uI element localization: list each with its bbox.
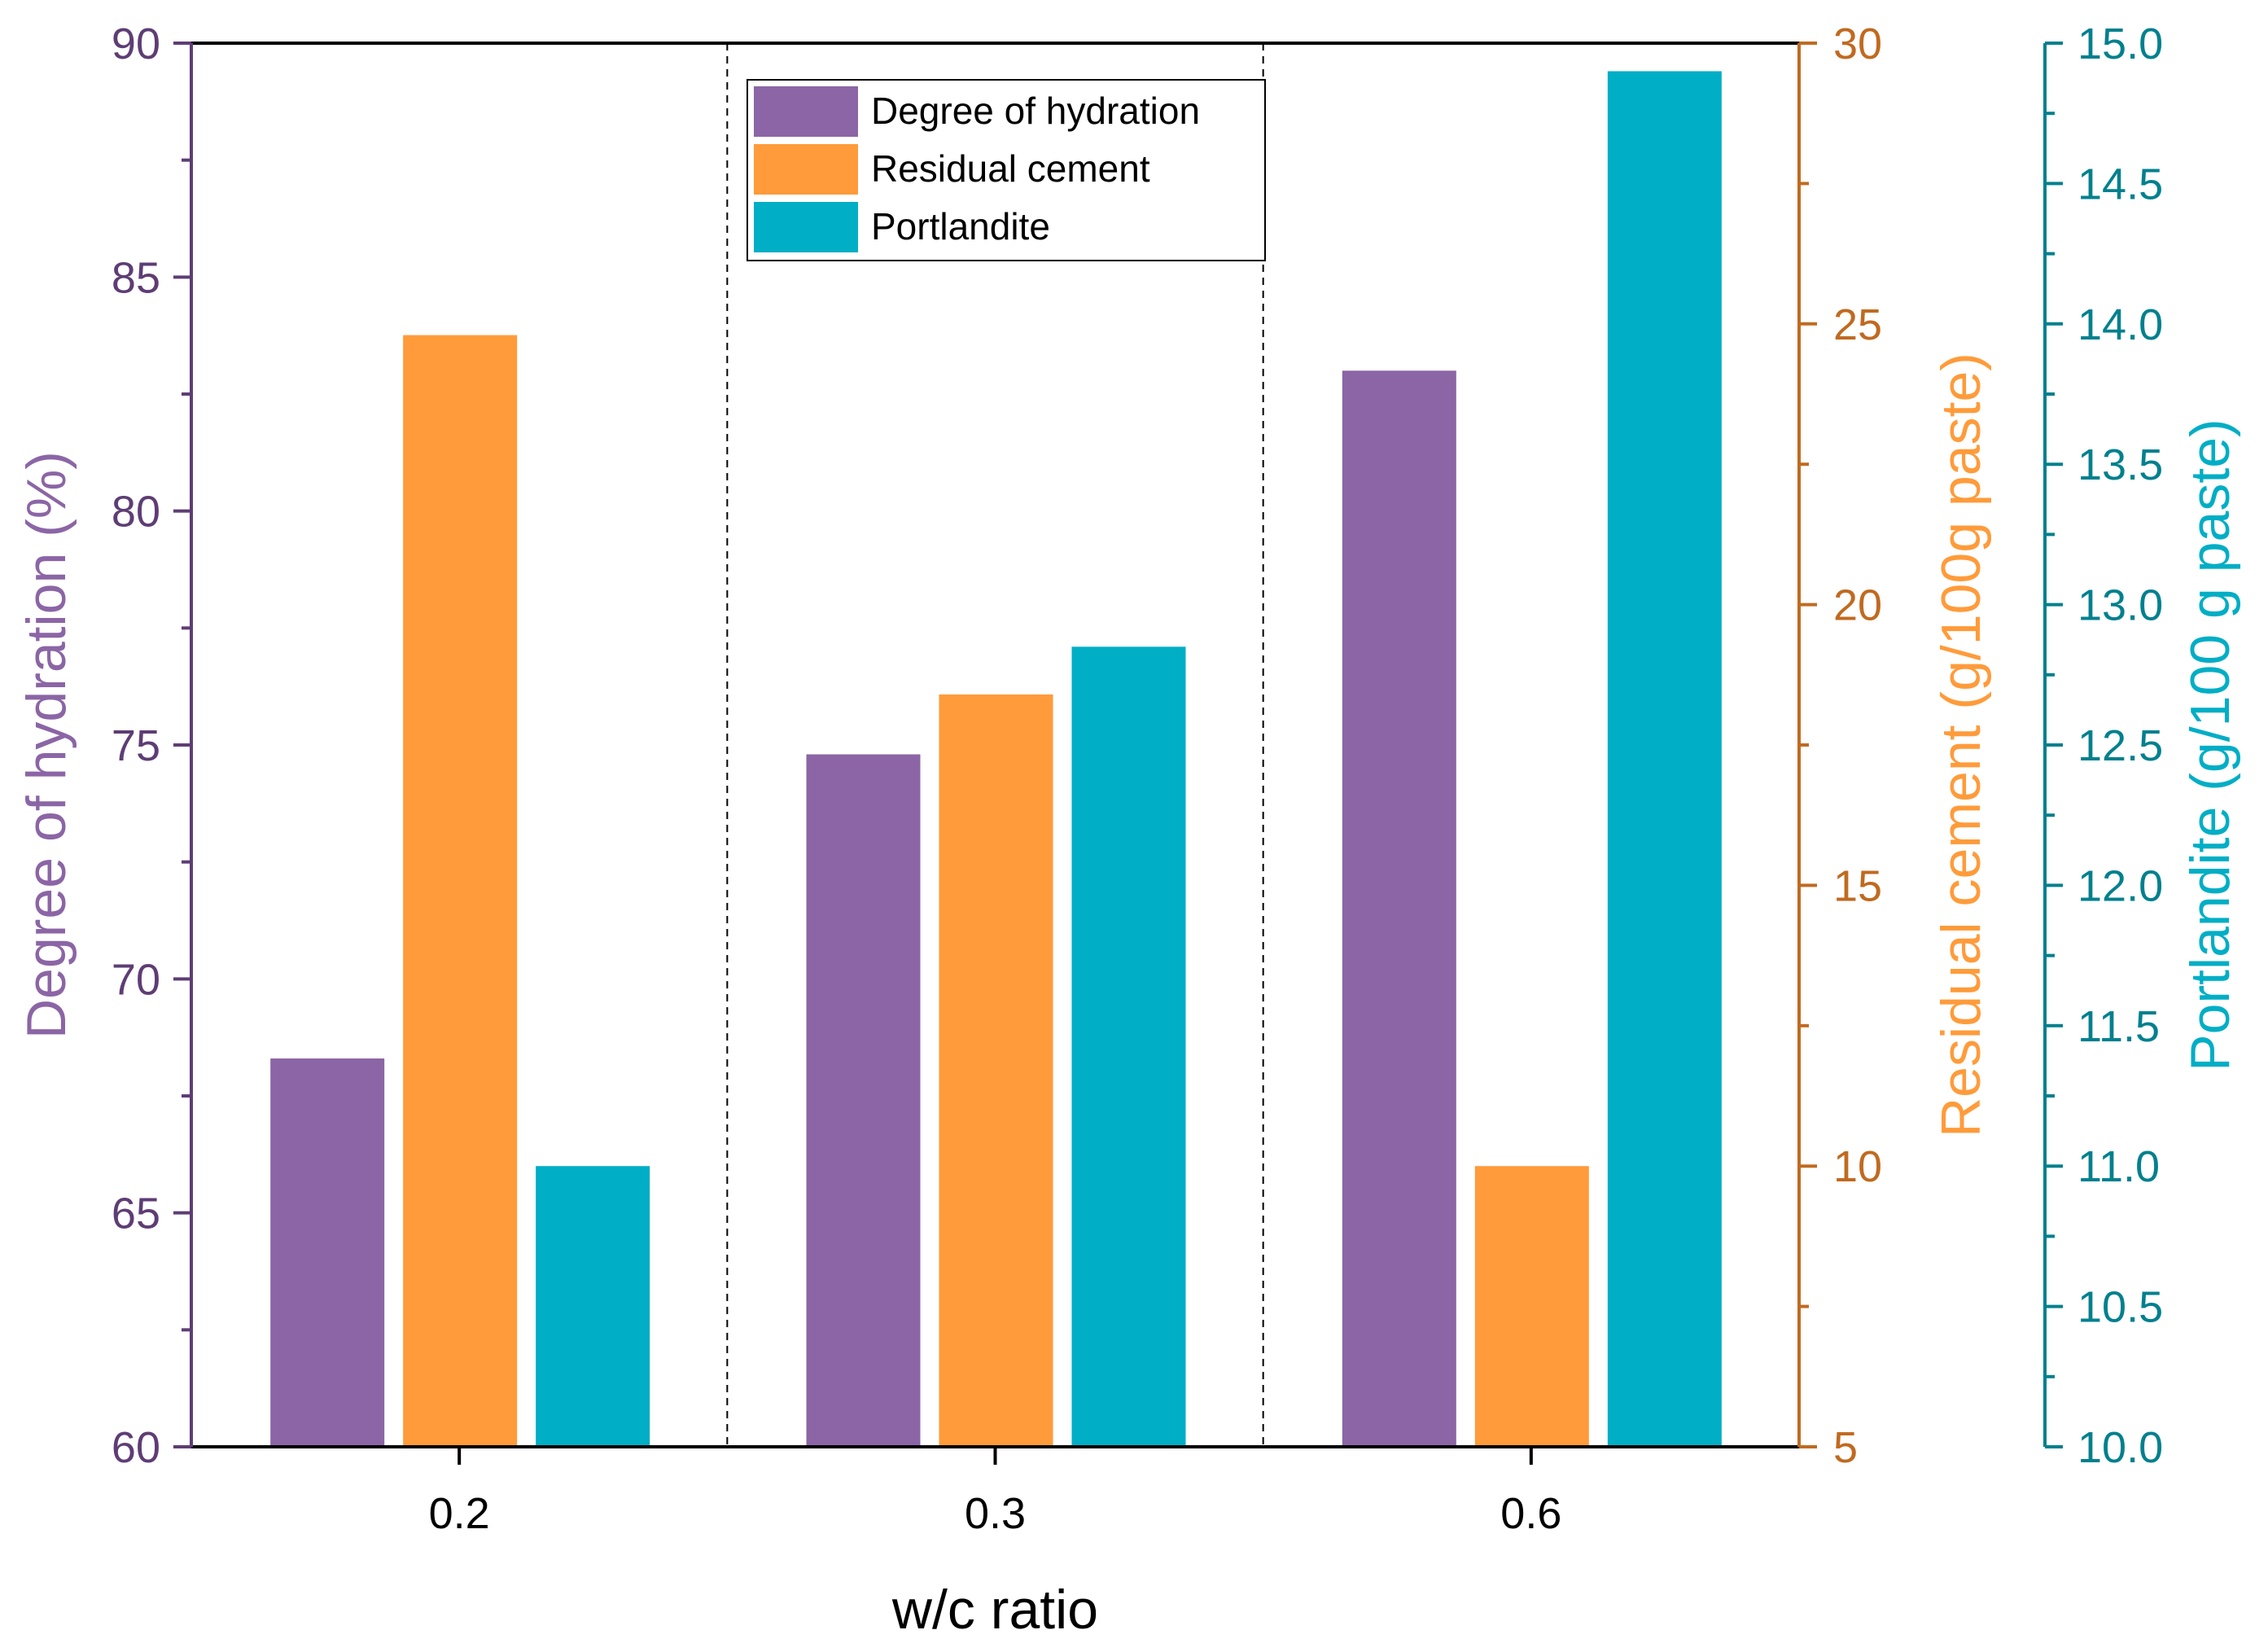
y-tick-label-left: 60: [112, 1423, 160, 1472]
bar-degree-of-hydration-0.3: [806, 754, 921, 1447]
y-tick-label-right2: 10.5: [2078, 1283, 2163, 1332]
y-tick-label-right1: 10: [1833, 1142, 1882, 1191]
x-tick-label: 0.3: [965, 1489, 1026, 1538]
y-tick-label-right2: 14.5: [2078, 160, 2163, 208]
legend-label-portlandite: Portlandite: [871, 205, 1050, 248]
bar-portlandite-0.3: [1071, 646, 1186, 1447]
y-tick-label-left: 90: [112, 20, 160, 68]
y-axis-title-right1: Residual cement (g/100g paste): [1930, 353, 1992, 1137]
bars-layer: [270, 71, 1722, 1448]
bar-residual-cement-0.6: [1474, 1166, 1589, 1447]
legend-swatch-residual-cement: [754, 144, 858, 195]
legend-label-residual-cement: Residual cement: [871, 147, 1150, 190]
y-tick-label-right1: 5: [1833, 1423, 1858, 1472]
y-tick-label-right1: 15: [1833, 861, 1882, 910]
y-tick-label-right2: 12.5: [2078, 721, 2163, 770]
x-tick-label: 0.2: [429, 1489, 490, 1538]
y-tick-label-right2: 12.0: [2078, 861, 2163, 910]
y-tick-label-right2: 11.5: [2078, 1002, 2160, 1051]
y-tick-label-right1: 30: [1833, 20, 1882, 68]
legend-swatch-portlandite: [754, 202, 858, 252]
bar-portlandite-0.2: [536, 1166, 650, 1447]
legend-label-degree-of-hydration: Degree of hydration: [871, 90, 1200, 132]
x-axis-title: w/c ratio: [891, 1579, 1098, 1641]
bar-degree-of-hydration-0.2: [270, 1058, 385, 1447]
y-tick-label-right2: 11.0: [2078, 1142, 2160, 1191]
legend: Degree of hydration Residual cement Portla…: [747, 79, 1266, 261]
y-tick-label-left: 70: [112, 955, 160, 1004]
y-tick-label-left: 80: [112, 488, 160, 537]
bar-degree-of-hydration-0.6: [1342, 370, 1456, 1448]
y-tick-label-right2: 14.0: [2078, 300, 2163, 349]
bar-portlandite-0.6: [1607, 71, 1722, 1448]
y-tick-label-left: 85: [112, 253, 160, 302]
bar-residual-cement-0.3: [939, 694, 1053, 1447]
bar-residual-cement-0.2: [403, 335, 518, 1447]
y-tick-label-left: 65: [112, 1190, 160, 1238]
y-tick-label-left: 75: [112, 721, 160, 770]
y-tick-label-right2: 10.0: [2078, 1423, 2163, 1472]
x-tick-label: 0.6: [1500, 1489, 1561, 1538]
y-tick-label-right2: 13.0: [2078, 581, 2163, 630]
legend-swatch-degree-of-hydration: [754, 86, 858, 137]
y-axis-title-right2: Portlandite (g/100 g paste): [2179, 418, 2241, 1071]
y-tick-label-right2: 15.0: [2078, 20, 2163, 68]
y-tick-label-right2: 13.5: [2078, 440, 2163, 489]
y-tick-label-right1: 20: [1833, 581, 1882, 630]
y-tick-label-right1: 25: [1833, 300, 1882, 349]
axes-layer: 0.2 0.3 0.6 w/c ratio 60 65 70 75 80 85 90 Degree o…: [15, 20, 2241, 1641]
y-axis-title-left: Degree of hydration (%): [15, 451, 77, 1039]
